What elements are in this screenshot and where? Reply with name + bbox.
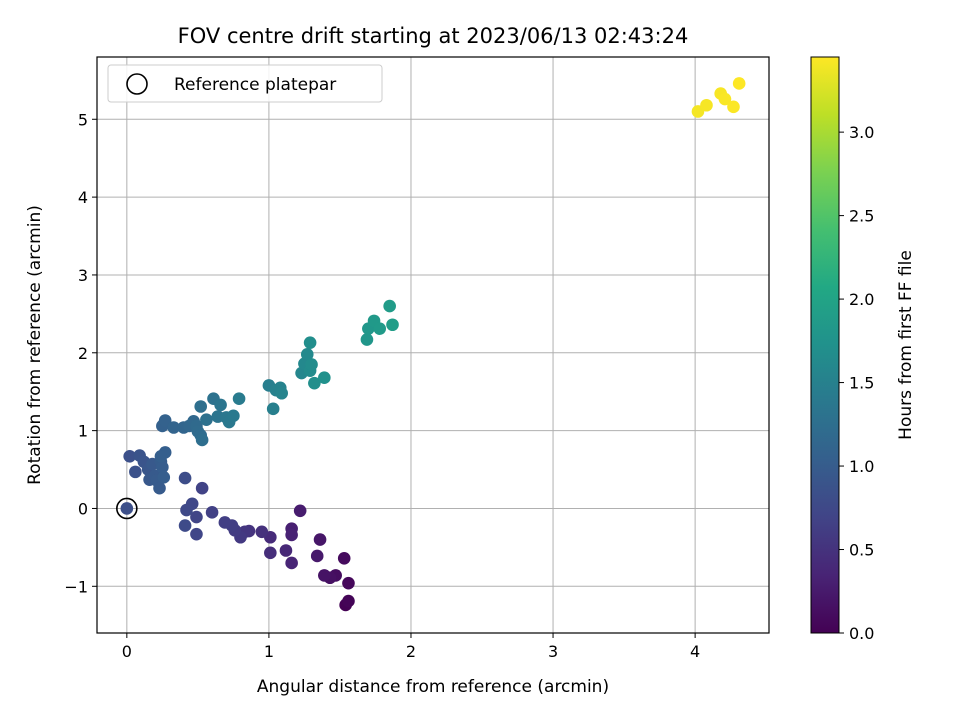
legend-marker xyxy=(126,73,148,95)
y-tick-label: 0 xyxy=(78,499,88,518)
data-point xyxy=(167,421,181,434)
data-point xyxy=(178,471,192,485)
colorbar-gradient xyxy=(810,56,840,634)
colorbar-tick-label: 0.5 xyxy=(849,541,874,560)
x-tick-label: 0 xyxy=(122,642,132,661)
reference-marker-group xyxy=(116,497,138,520)
y-tick-label: −1 xyxy=(64,577,88,596)
y-tick-label: 2 xyxy=(78,344,88,363)
data-point xyxy=(205,506,219,519)
data-point xyxy=(218,516,232,529)
reference-point xyxy=(120,502,134,515)
data-point xyxy=(190,527,203,541)
data-point xyxy=(153,481,166,495)
data-point xyxy=(310,549,324,563)
data-point xyxy=(285,556,298,570)
x-axis-ticks: 0 1 2 3 4 xyxy=(122,633,700,661)
data-point xyxy=(157,471,171,484)
data-point xyxy=(232,392,246,406)
data-point xyxy=(360,333,374,346)
data-point xyxy=(178,519,192,532)
data-point xyxy=(318,371,331,384)
data-point xyxy=(373,322,387,335)
data-point xyxy=(305,358,318,371)
data-point xyxy=(123,450,136,463)
data-point xyxy=(342,576,355,590)
data-point xyxy=(180,503,193,517)
colorbar-tick-label: 1.5 xyxy=(849,374,874,393)
data-point xyxy=(732,77,746,90)
data-point xyxy=(318,569,331,582)
legend-box xyxy=(107,64,383,103)
legend: Reference platepar xyxy=(107,64,383,103)
data-point xyxy=(279,544,293,557)
data-point xyxy=(156,460,169,474)
x-axis-label: Angular distance from reference (arcmin) xyxy=(257,677,609,697)
data-point xyxy=(386,318,399,332)
chart-title: FOV centre drift starting at 2023/06/13 … xyxy=(178,24,689,48)
data-point xyxy=(266,402,280,416)
data-point xyxy=(158,414,172,427)
x-tick-label: 2 xyxy=(406,642,416,661)
y-axis-label: Rotation from reference (arcmin) xyxy=(25,205,45,485)
colorbar: 0.0 0.5 1.0 1.5 2.0 2.5 3.0 Hours from first F… xyxy=(810,56,916,643)
reference-marker xyxy=(116,497,138,520)
plot-frame xyxy=(96,56,770,634)
y-tick-label: 5 xyxy=(78,110,88,129)
data-point xyxy=(293,504,307,518)
data-point xyxy=(255,525,269,539)
data-point xyxy=(195,481,209,495)
y-axis-ticks: −1 0 1 2 3 4 5 xyxy=(64,110,97,596)
data-point xyxy=(300,348,314,361)
colorbar-tick-label: 2.5 xyxy=(849,207,874,226)
data-point xyxy=(718,92,732,106)
y-tick-label: 3 xyxy=(78,266,88,285)
data-point xyxy=(308,376,321,390)
data-point xyxy=(264,546,277,560)
data-point xyxy=(313,533,327,546)
x-tick-label: 4 xyxy=(690,642,700,661)
colorbar-tick-label: 0.0 xyxy=(849,624,874,643)
x-tick-label: 1 xyxy=(264,642,274,661)
colorbar-ticks: 0.0 0.5 1.0 1.5 2.0 2.5 3.0 xyxy=(839,123,874,643)
x-tick-label: 3 xyxy=(548,642,558,661)
data-point xyxy=(227,409,240,423)
data-point xyxy=(700,98,713,112)
data-point xyxy=(195,433,209,447)
data-point xyxy=(727,100,740,114)
data-point xyxy=(154,450,168,463)
data-point xyxy=(303,336,317,349)
data-point xyxy=(129,465,142,479)
data-point xyxy=(190,510,203,524)
colorbar-tick-label: 3.0 xyxy=(849,123,874,142)
data-point xyxy=(275,386,288,400)
data-point xyxy=(200,413,213,427)
data-point xyxy=(337,551,351,565)
y-tick-label: 4 xyxy=(78,188,88,207)
data-point xyxy=(383,299,396,313)
colorbar-tick-label: 2.0 xyxy=(849,290,874,309)
colorbar-label: Hours from first FF file xyxy=(896,250,916,440)
data-point xyxy=(342,594,355,608)
y-tick-label: 1 xyxy=(78,422,88,441)
grid xyxy=(97,57,769,633)
legend-label-reference-platepar: Reference platepar xyxy=(174,75,336,95)
data-points xyxy=(123,77,746,612)
data-point xyxy=(214,398,227,412)
colorbar-tick-label: 1.0 xyxy=(849,457,874,476)
data-point xyxy=(285,528,298,542)
data-point xyxy=(194,400,208,413)
